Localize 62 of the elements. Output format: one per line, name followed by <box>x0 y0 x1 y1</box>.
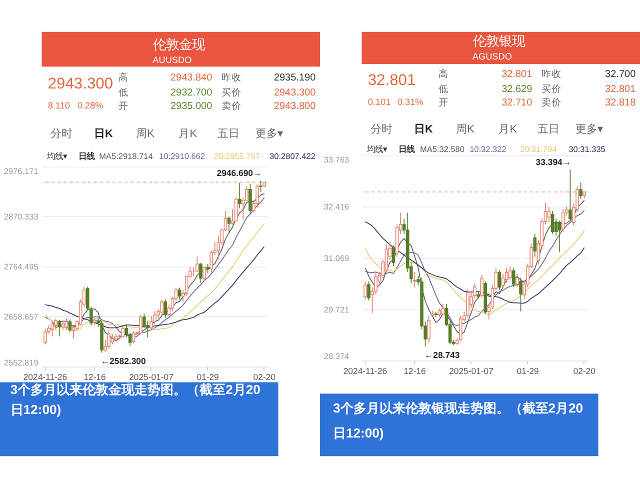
x-tick-label: 2024-11-26 <box>343 366 388 376</box>
text: 开 <box>118 101 128 112</box>
text: 32.710 <box>502 98 533 109</box>
text: 五日 <box>538 124 560 136</box>
text: 分时 <box>370 122 393 136</box>
chart-title: 伦敦金现 <box>153 37 206 52</box>
text: 2932.700 <box>170 87 213 98</box>
text: 高 <box>438 68 448 80</box>
text: 周K <box>136 128 156 140</box>
x-tick-label: 01-29 <box>196 372 220 382</box>
text: 高 <box>118 72 128 84</box>
text: 日K <box>414 124 434 136</box>
text: 2943.840 <box>170 72 213 84</box>
text: 2943.300 <box>48 75 114 92</box>
chart-subtitle: AUUSDO <box>152 55 192 66</box>
text: 0.31% <box>397 96 424 107</box>
text: 月K <box>498 124 518 136</box>
text: 周K <box>456 124 476 136</box>
text: 2943.300 <box>274 87 316 98</box>
text: 32.818 <box>605 98 636 109</box>
text: 2943.800 <box>274 101 316 112</box>
text: 五日 <box>218 128 240 140</box>
text: 分时 <box>50 127 73 140</box>
x-tick-label: 02-20 <box>253 372 276 382</box>
text: 更多▾ <box>576 124 604 136</box>
text: 买价 <box>542 82 562 95</box>
text: 日K <box>94 128 114 140</box>
text: 买价 <box>222 86 242 98</box>
annotation: ←28.743 <box>424 350 460 360</box>
x-tick-label: 12-16 <box>404 366 426 376</box>
annotation: ←2582.300 <box>100 356 146 366</box>
text: 3个多月以来伦敦银现走势图。（截至2月20日12:00) <box>333 400 584 440</box>
text: 开 <box>438 98 448 109</box>
chart-subtitle: AGUSDO <box>472 52 512 62</box>
text: 32.801 <box>605 84 636 95</box>
text: 32.801 <box>368 72 416 89</box>
text: 月K <box>178 128 198 140</box>
text: 8.110 <box>48 100 70 110</box>
text: 32.801 <box>502 69 533 80</box>
text: 2935.000 <box>170 101 213 112</box>
text: 昨收 <box>542 68 562 80</box>
text: 2935.190 <box>274 72 316 84</box>
text: 32.629 <box>502 84 533 95</box>
x-tick-label: 02-20 <box>573 366 596 376</box>
text: 低 <box>438 84 448 95</box>
x-tick-label: 2025-01-07 <box>449 366 494 376</box>
text: 昨收 <box>222 72 242 84</box>
x-tick-label: 2025-01-07 <box>129 372 174 382</box>
text: 卖价 <box>542 96 562 109</box>
text: 3个多月以来伦敦金现走势图。（截至2月20日12:00) <box>10 382 260 417</box>
x-tick-label: 01-29 <box>516 366 540 376</box>
text: 0.101 <box>368 96 391 107</box>
x-tick-label: 2024-11-26 <box>23 372 68 382</box>
text: 卖价 <box>222 100 242 112</box>
text: 0.28% <box>77 100 104 110</box>
text: 更多▾ <box>256 128 284 140</box>
annotation: 2946.690→ <box>216 168 262 178</box>
chart-title: 伦敦银现 <box>473 34 526 49</box>
text: 32.700 <box>605 69 636 80</box>
annotation: 33.394→ <box>536 157 572 168</box>
text: 低 <box>118 87 128 98</box>
x-tick-label: 12-16 <box>84 372 106 382</box>
